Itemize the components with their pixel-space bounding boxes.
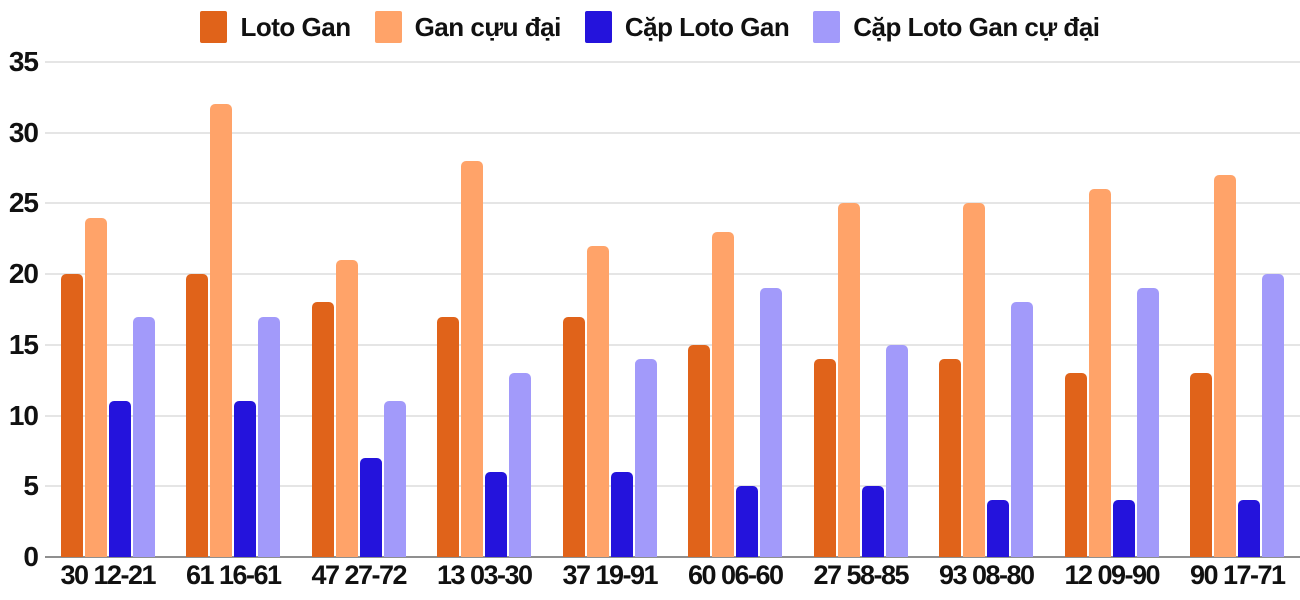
bar[interactable] [760,288,783,557]
bar[interactable] [1112,500,1135,557]
legend-item[interactable]: Loto Gan [200,11,351,43]
bar[interactable] [837,203,860,557]
bar-group [1175,62,1300,557]
bar[interactable] [1190,373,1213,557]
bar[interactable] [84,217,107,557]
gridline [45,343,1300,346]
x-axis-line [45,556,1300,558]
bar[interactable] [813,359,836,557]
legend-item[interactable]: Cặp Loto Gan cự đại [813,11,1100,43]
legend-label: Cặp Loto Gan cự đại [853,11,1100,42]
y-tick-label: 25 [8,187,39,219]
x-tick-label: 13 03-30 [436,560,533,590]
bar[interactable] [132,316,155,557]
bar-group [1049,62,1175,557]
bar[interactable] [258,316,281,557]
gridline [45,131,1300,134]
legend-label: Cặp Loto Gan [624,11,790,42]
bar[interactable] [60,274,83,557]
bar[interactable] [634,359,657,557]
bar[interactable] [485,472,508,557]
bar[interactable] [1088,189,1111,557]
bar-group [924,62,1050,557]
bar[interactable] [712,231,735,557]
legend-label: Loto Gan [240,11,351,42]
bar-group [296,62,422,557]
legend-swatch-icon [584,11,612,43]
y-tick-label: 20 [8,258,39,290]
x-tick-label: 30 12-21 [60,560,156,590]
legend-swatch-icon [813,11,841,43]
legend: Loto Gan Gan cựu đại Cặp Loto Gan Cặp Loto … [0,6,1300,48]
bar[interactable] [383,401,406,557]
bar[interactable] [586,245,609,557]
bar[interactable] [688,344,711,557]
bar[interactable] [1064,373,1087,557]
bar[interactable] [186,274,209,557]
gridline [45,273,1300,276]
y-tick-label: 15 [8,328,39,360]
bar[interactable] [963,203,986,557]
x-axis-labels: 30 12-21 61 16-61 47 27-72 13 03-30 37 19-91… [45,559,1300,591]
y-tick-label: 30 [8,116,39,148]
legend-swatch-icon [200,11,228,43]
bar[interactable] [335,260,358,557]
gridline [45,61,1300,63]
x-tick-label: 61 16-61 [185,560,282,590]
legend-item[interactable]: Cặp Loto Gan [584,11,790,43]
x-tick-label: 60 06-60 [687,560,784,590]
bar-group [45,62,171,557]
bar[interactable] [1262,274,1285,557]
bar[interactable] [736,486,759,557]
y-axis-labels: 0 5 10 15 20 25 30 35 [0,48,39,571]
bar[interactable] [939,359,962,557]
bar[interactable] [1011,302,1034,557]
bar[interactable] [1136,288,1159,557]
y-tick-label: 10 [8,399,39,431]
bar[interactable] [1238,500,1261,557]
bar[interactable] [509,373,532,557]
bar[interactable] [885,344,908,557]
bar[interactable] [1214,175,1237,557]
bar-group [171,62,297,557]
bar[interactable] [311,302,334,557]
x-tick-label: 37 19-91 [562,560,658,590]
x-tick-label: 27 58-85 [813,560,909,590]
legend-item[interactable]: Gan cựu đại [374,11,562,43]
gridline [45,202,1300,205]
y-tick-label: 0 [23,541,39,572]
gridline [45,485,1300,488]
bar[interactable] [562,316,585,557]
bar-group [547,62,673,557]
y-tick-label: 5 [23,470,39,502]
bar[interactable] [987,500,1010,557]
x-tick-label: 93 08-80 [938,560,1035,590]
legend-label: Gan cựu đại [414,11,562,42]
x-tick-label: 90 17-71 [1189,560,1286,590]
bar[interactable] [437,316,460,557]
bar[interactable] [610,472,633,557]
plot-area [45,61,1300,558]
bar[interactable] [359,458,382,557]
x-tick-label: 47 27-72 [311,560,407,590]
gridline [45,414,1300,417]
bar[interactable] [108,401,131,557]
bar[interactable] [861,486,884,557]
legend-swatch-icon [374,11,402,43]
bar-group [673,62,799,557]
x-tick-label: 12 09-90 [1064,560,1160,590]
bar[interactable] [210,104,233,557]
bar-group [798,62,924,557]
bar-group [422,62,548,557]
y-tick-label: 35 [8,46,39,77]
bar[interactable] [234,401,257,557]
bar[interactable] [461,161,484,557]
